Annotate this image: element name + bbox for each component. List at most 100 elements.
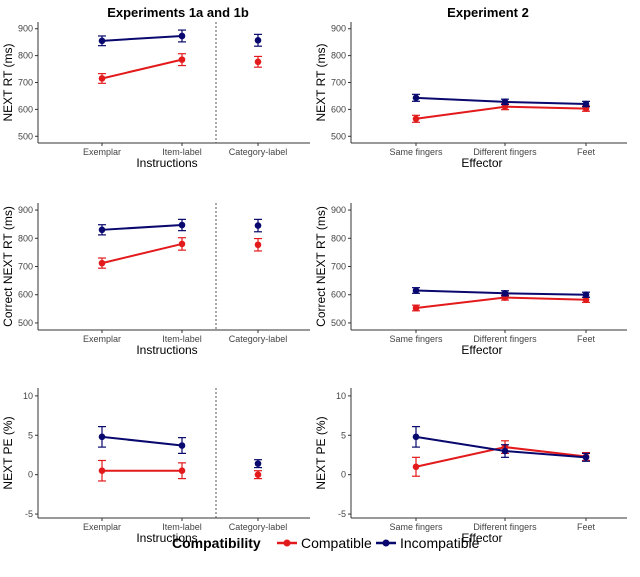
y-tick-label: 500: [18, 131, 33, 141]
y-axis-title: NEXT PE (%): [1, 416, 15, 489]
series-line-compatible: [415, 105, 587, 120]
y-tick-label: 900: [18, 24, 33, 34]
data-point: [254, 222, 262, 229]
y-tick-label: 700: [331, 78, 346, 88]
y-tick-label: 600: [331, 104, 346, 114]
legend: Compatibility Compatible Incompatible: [172, 535, 480, 551]
x-tick-label: Category-label: [229, 147, 288, 157]
x-tick-label: Exemplar: [83, 147, 121, 157]
data-point: [98, 467, 106, 475]
series-line-compatible: [101, 58, 183, 80]
y-tick-label: 700: [331, 262, 346, 272]
series-line-compatible: [415, 296, 587, 309]
panel-3: 500 600 700 800 900 Exemplar Item-label Categor…: [1, 203, 310, 357]
data-point: [98, 75, 106, 82]
x-tick-label: Item-label: [162, 147, 202, 157]
y-tick-label: 900: [331, 24, 346, 34]
x-tick-label: Feet: [577, 522, 596, 532]
y-tick-label: 0: [28, 470, 33, 480]
data-point: [582, 296, 590, 304]
legend-compatible-label: Compatible: [301, 535, 372, 551]
data-point: [178, 240, 186, 248]
data-point: [254, 460, 262, 467]
y-tick-label: 10: [23, 391, 33, 401]
x-tick-label: Same fingers: [389, 147, 443, 157]
y-tick-label: 900: [18, 205, 33, 215]
data-point: [412, 287, 420, 294]
y-tick-label: 500: [331, 131, 346, 141]
y-tick-label: 500: [18, 318, 33, 328]
y-tick-label: 10: [336, 391, 346, 401]
y-tick-label: 800: [18, 51, 33, 61]
data-point: [582, 454, 590, 461]
x-tick-label: Same fingers: [389, 522, 443, 532]
data-point: [178, 32, 186, 40]
data-point: [412, 115, 420, 123]
data-point: [582, 100, 590, 108]
data-point: [98, 37, 106, 45]
x-tick-label: Different fingers: [473, 334, 537, 344]
legend-incompatible-label: Incompatible: [400, 535, 480, 551]
y-tick-label: 600: [18, 104, 33, 114]
y-axis-title: NEXT RT (ms): [1, 43, 15, 121]
y-axis-title: NEXT RT (ms): [314, 43, 328, 121]
x-axis-title: Effector: [461, 156, 502, 170]
y-tick-label: 600: [331, 290, 346, 300]
y-axis-title: NEXT PE (%): [314, 416, 328, 489]
x-tick-label: Category-label: [229, 334, 288, 344]
panel-5: -5 0 5 10 Exemplar Item-label Category-label In…: [1, 388, 310, 545]
data-point: [254, 36, 262, 44]
x-tick-label: Exemplar: [83, 334, 121, 344]
data-point: [254, 471, 262, 478]
series-line-compatible: [101, 242, 183, 265]
data-point: [178, 467, 186, 475]
data-point: [178, 221, 186, 229]
panel-2: 500 600 700 800 900 Same fingers Different fin…: [314, 22, 627, 170]
data-point: [98, 433, 106, 441]
legend-compatible-marker: [283, 539, 291, 547]
panel-4: 500 600 700 800 900 Same fingers Different fin…: [314, 203, 627, 357]
x-tick-label: Category-label: [229, 522, 288, 532]
title-experiment-2: Experiment 2: [447, 5, 529, 20]
legend-title: Compatibility: [172, 535, 261, 551]
y-tick-label: 600: [18, 290, 33, 300]
x-axis-title: Effector: [461, 531, 502, 545]
y-axis-title: Correct NEXT RT (ms): [314, 206, 328, 327]
data-point: [412, 433, 420, 441]
data-point: [178, 442, 186, 449]
y-tick-label: 800: [331, 233, 346, 243]
x-tick-label: Item-label: [162, 334, 202, 344]
data-point: [98, 226, 106, 234]
y-tick-label: -5: [25, 509, 33, 519]
y-tick-label: 5: [341, 430, 346, 440]
y-tick-label: 900: [331, 205, 346, 215]
series-line-incompatible: [101, 224, 183, 231]
x-axis-title: Instructions: [136, 531, 197, 545]
x-tick-label: Exemplar: [83, 522, 121, 532]
legend-incompatible-marker: [382, 539, 390, 547]
series-line-incompatible: [101, 34, 183, 42]
x-tick-label: Feet: [577, 334, 596, 344]
series-line-incompatible: [101, 435, 183, 447]
data-point: [501, 98, 509, 106]
data-point: [412, 304, 420, 312]
x-tick-label: Different fingers: [473, 522, 537, 532]
y-axis-title: Correct NEXT RT (ms): [1, 206, 15, 327]
x-axis-title: Instructions: [136, 343, 197, 357]
panel-6: -5 0 5 10 Same fingers Different fingers Feet E…: [314, 388, 627, 545]
data-point: [254, 241, 262, 249]
y-tick-label: 500: [331, 318, 346, 328]
data-point: [178, 56, 186, 63]
y-tick-label: 0: [341, 470, 346, 480]
x-axis-title: Effector: [461, 343, 502, 357]
x-tick-label: Different fingers: [473, 147, 537, 157]
x-axis-title: Instructions: [136, 156, 197, 170]
data-point: [412, 463, 420, 471]
y-tick-label: 700: [18, 78, 33, 88]
y-tick-label: 5: [28, 430, 33, 440]
y-tick-label: 800: [331, 51, 346, 61]
y-tick-label: -5: [338, 509, 346, 519]
data-point: [501, 290, 509, 297]
panel-1: 500 600 700 800 900 Exemplar Item-label Categor…: [1, 22, 310, 170]
